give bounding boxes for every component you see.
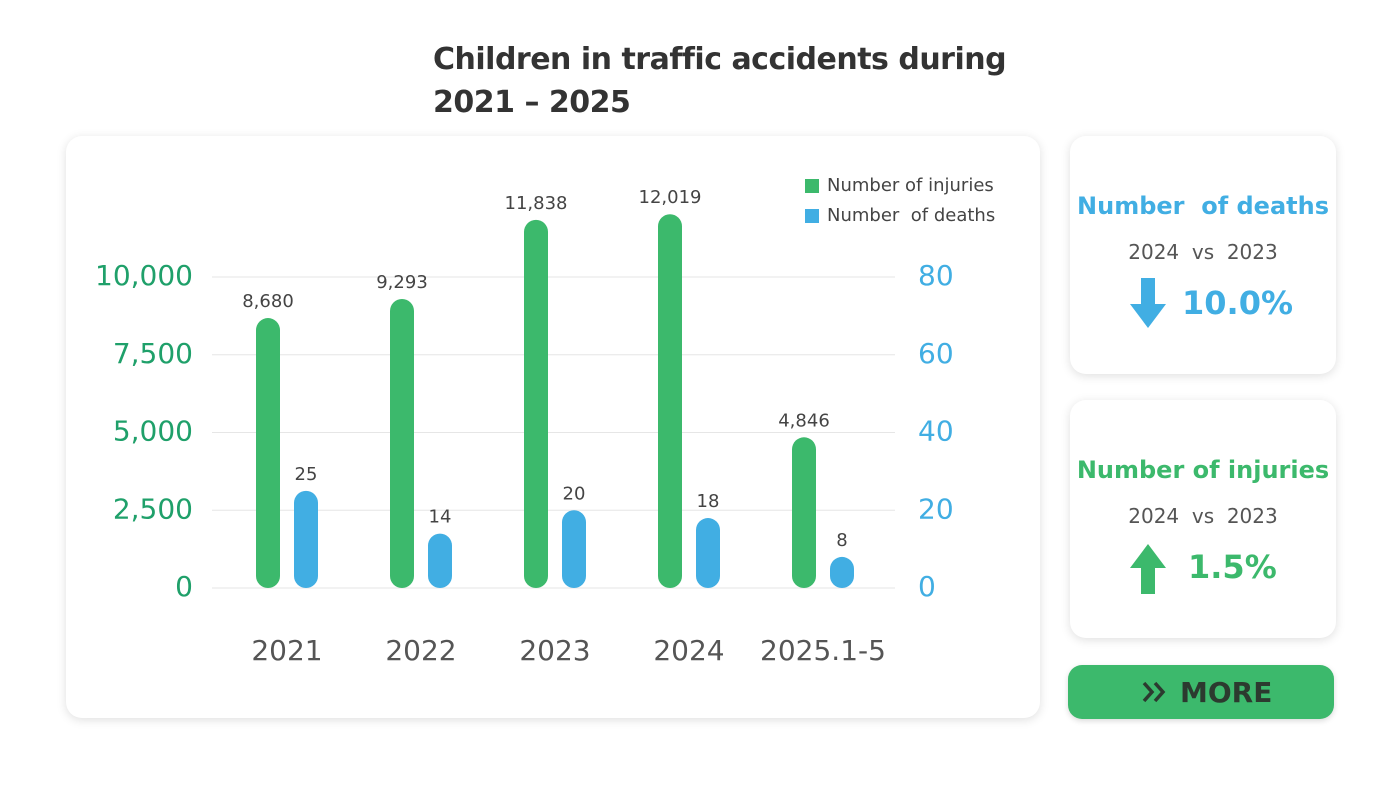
y2-tick-label: 80 <box>918 259 954 292</box>
legend-swatch <box>805 179 819 193</box>
bar <box>390 298 414 588</box>
legend-label: Number of deaths <box>827 205 995 226</box>
y-tick-label: 5,000 <box>113 415 193 448</box>
card-subtitle: 2024 vs 2023 <box>1128 240 1278 264</box>
card-subtitle: 2024 vs 2023 <box>1128 504 1278 528</box>
y-tick-label: 2,500 <box>113 492 193 525</box>
data-label: 20 <box>563 483 586 504</box>
data-label: 4,846 <box>778 410 830 431</box>
chart-card: 0 2,500 5,000 7,500 10,000 0 20 40 60 80 2021 8,680… <box>66 136 1040 718</box>
data-label: 18 <box>697 491 720 512</box>
bar <box>792 437 816 588</box>
x-tick-label: 2022 <box>385 634 456 667</box>
chart-title: Children in traffic accidents during 202… <box>433 42 1007 120</box>
data-label: 8 <box>836 530 847 551</box>
y-tick-label: 7,500 <box>113 337 193 370</box>
bar <box>562 510 586 588</box>
bar <box>658 214 682 588</box>
button-label: MORE <box>1180 676 1273 709</box>
card-value: 1.5% <box>1188 548 1277 586</box>
y-tick-label: 0 <box>175 570 193 603</box>
deaths-card: Number of deaths 2024 vs 2023 10.0% <box>1070 136 1336 374</box>
data-label: 12,019 <box>639 187 702 208</box>
x-tick-label: 2025.1-5 <box>760 634 886 667</box>
data-label: 8,680 <box>242 291 294 312</box>
more-button[interactable]: MORE <box>1068 665 1334 719</box>
card-title: Number of injuries <box>1076 456 1330 484</box>
card-value: 10.0% <box>1182 284 1294 322</box>
bar <box>256 318 280 588</box>
x-tick-label: 2023 <box>519 634 590 667</box>
bar <box>294 490 318 588</box>
data-label: 25 <box>295 464 318 485</box>
x-tick-label: 2024 <box>653 634 724 667</box>
bar <box>428 533 452 588</box>
y2-tick-label: 0 <box>918 570 936 603</box>
data-label: 11,838 <box>505 193 568 214</box>
injuries-card: Number of injuries 2024 vs 2023 1.5% <box>1070 400 1336 638</box>
bar <box>830 556 854 588</box>
data-label: 14 <box>429 507 452 528</box>
chart: 0 2,500 5,000 7,500 10,000 0 20 40 60 80 2021 8,680… <box>95 175 995 667</box>
down-arrow <box>1130 278 1166 328</box>
legend-label: Number of injuries <box>827 175 994 196</box>
chevron-icon <box>1142 681 1166 703</box>
up-arrow <box>1130 544 1166 594</box>
bar <box>524 219 548 588</box>
x-tick-label: 2021 <box>251 634 322 667</box>
card-title: Number of deaths <box>1077 192 1329 220</box>
data-label: 9,293 <box>376 272 428 293</box>
bar <box>696 518 720 588</box>
y-tick-label: 10,000 <box>95 259 193 292</box>
y2-tick-label: 60 <box>918 337 954 370</box>
legend-swatch <box>805 209 819 223</box>
y2-tick-label: 20 <box>918 492 954 525</box>
y2-tick-label: 40 <box>918 415 954 448</box>
